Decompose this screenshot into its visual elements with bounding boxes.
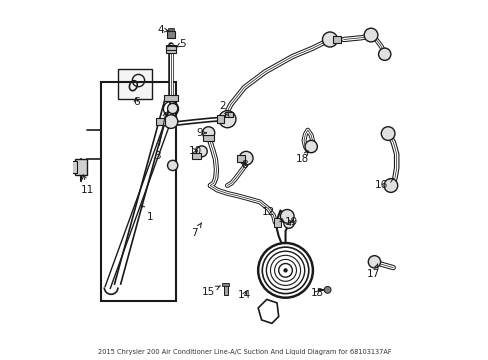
Text: 6: 6 bbox=[133, 97, 139, 107]
Circle shape bbox=[364, 28, 377, 42]
Text: 2: 2 bbox=[219, 101, 228, 116]
Text: 7: 7 bbox=[191, 222, 201, 238]
Circle shape bbox=[305, 140, 317, 153]
Circle shape bbox=[239, 151, 252, 165]
Bar bbox=[101, 82, 176, 301]
Bar bbox=[332, 36, 341, 43]
Bar bbox=[118, 69, 152, 99]
Bar bbox=[164, 95, 178, 101]
Bar bbox=[191, 153, 201, 158]
Text: 11: 11 bbox=[81, 175, 94, 195]
Bar bbox=[274, 218, 281, 227]
Text: 12: 12 bbox=[261, 207, 284, 222]
Bar bbox=[168, 27, 173, 31]
Circle shape bbox=[283, 268, 287, 273]
Text: 9: 9 bbox=[196, 128, 206, 138]
Circle shape bbox=[322, 32, 337, 47]
Circle shape bbox=[283, 218, 293, 228]
Bar bbox=[75, 159, 87, 175]
Text: 8: 8 bbox=[241, 160, 247, 170]
Circle shape bbox=[202, 127, 214, 139]
Bar bbox=[216, 116, 224, 123]
Circle shape bbox=[383, 179, 397, 192]
Text: 18: 18 bbox=[295, 151, 308, 164]
Text: 16: 16 bbox=[374, 179, 393, 190]
Text: 15: 15 bbox=[202, 286, 220, 297]
Circle shape bbox=[219, 111, 236, 128]
Text: 17: 17 bbox=[366, 264, 380, 279]
Text: 14: 14 bbox=[237, 290, 251, 300]
Text: 10: 10 bbox=[188, 146, 201, 156]
Bar bbox=[166, 31, 175, 39]
Bar bbox=[223, 285, 227, 294]
Circle shape bbox=[378, 48, 390, 60]
Bar bbox=[156, 118, 164, 125]
Circle shape bbox=[381, 127, 394, 140]
Circle shape bbox=[280, 210, 293, 223]
Text: 1: 1 bbox=[141, 205, 153, 222]
Text: 13: 13 bbox=[310, 288, 323, 298]
Text: 19: 19 bbox=[284, 217, 297, 228]
Bar bbox=[72, 161, 77, 173]
Bar bbox=[203, 135, 213, 141]
Circle shape bbox=[196, 146, 207, 157]
Circle shape bbox=[167, 103, 178, 114]
Text: 3: 3 bbox=[154, 112, 166, 161]
Text: 5: 5 bbox=[176, 39, 185, 49]
Circle shape bbox=[167, 160, 178, 171]
Circle shape bbox=[367, 256, 380, 268]
Bar bbox=[165, 46, 176, 50]
Bar bbox=[225, 112, 232, 117]
Text: 2015 Chrysler 200 Air Conditioner Line-A/C Suction And Liquid Diagram for 681031: 2015 Chrysler 200 Air Conditioner Line-A… bbox=[98, 348, 390, 355]
Circle shape bbox=[324, 287, 330, 293]
Text: 4: 4 bbox=[157, 24, 168, 35]
Bar bbox=[166, 45, 175, 53]
Bar bbox=[237, 155, 244, 162]
Circle shape bbox=[164, 115, 178, 129]
Bar bbox=[222, 283, 229, 286]
